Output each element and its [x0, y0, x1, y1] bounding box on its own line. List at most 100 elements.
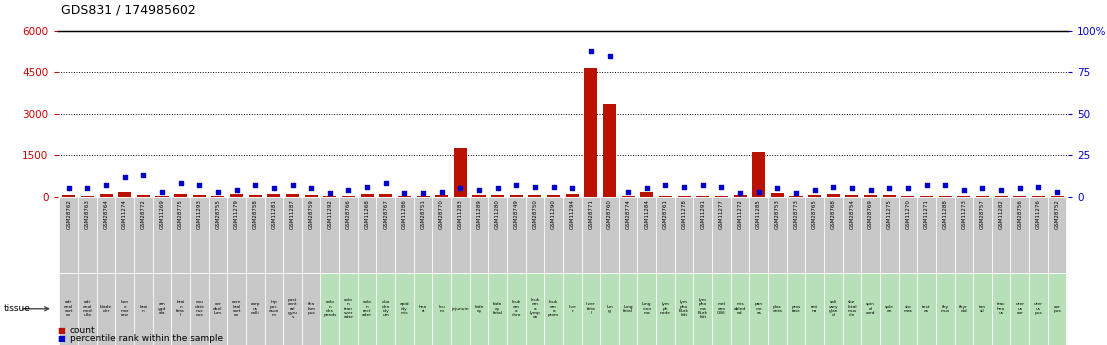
Text: kidn
ey: kidn ey — [474, 305, 484, 313]
Bar — [380, 194, 392, 197]
Bar — [882, 195, 896, 197]
Bar — [656, 273, 675, 345]
Text: GSM11277: GSM11277 — [718, 199, 724, 229]
Bar — [677, 196, 691, 197]
Text: jejunum: jejunum — [452, 307, 469, 311]
Point — [638, 186, 655, 191]
Text: GSM11288: GSM11288 — [943, 199, 948, 229]
Bar — [696, 196, 710, 197]
Text: brai
n: brai n — [139, 305, 147, 313]
Text: hip
poc
osun
m: hip poc osun m — [269, 300, 279, 317]
Bar — [992, 273, 1011, 345]
Bar — [81, 196, 94, 197]
Bar — [246, 197, 265, 273]
Point — [97, 182, 115, 188]
Bar — [675, 273, 693, 345]
Bar — [619, 197, 638, 273]
Text: lun
g: lun g — [607, 305, 613, 313]
Bar — [193, 195, 206, 197]
Text: GSM11282: GSM11282 — [999, 199, 1004, 229]
Text: plac
enta: plac enta — [773, 305, 783, 313]
Bar — [954, 197, 973, 273]
Bar — [768, 197, 787, 273]
Bar — [473, 195, 486, 197]
Bar — [414, 273, 433, 345]
Text: GSM28764: GSM28764 — [104, 199, 108, 229]
Text: GSM11269: GSM11269 — [159, 199, 165, 229]
Bar — [770, 193, 784, 197]
Text: GSM28761: GSM28761 — [663, 199, 668, 229]
Text: GSM28768: GSM28768 — [830, 199, 836, 229]
Text: GSM11294: GSM11294 — [570, 199, 575, 229]
Text: colo
n
rect
ader: colo n rect ader — [362, 300, 372, 317]
Bar — [768, 273, 787, 345]
Text: GSM11273: GSM11273 — [961, 199, 966, 229]
Bar — [230, 195, 244, 197]
Point — [376, 181, 394, 186]
Text: ton
sil: ton sil — [979, 305, 986, 313]
Point — [1011, 186, 1028, 191]
Bar — [227, 273, 246, 345]
Bar — [492, 195, 504, 197]
Point — [228, 187, 246, 193]
Bar — [846, 195, 858, 197]
Text: GSM11285: GSM11285 — [756, 199, 762, 229]
Bar — [174, 195, 187, 197]
Text: mel
ano
G36: mel ano G36 — [717, 303, 726, 315]
Bar — [842, 273, 861, 345]
Text: live
r: live r — [568, 305, 576, 313]
Bar — [861, 273, 880, 345]
Point — [1048, 189, 1066, 195]
Point — [414, 190, 432, 196]
Text: GSM28759: GSM28759 — [309, 199, 313, 229]
Point — [749, 189, 767, 195]
Bar — [302, 273, 321, 345]
Text: GSM28765: GSM28765 — [813, 199, 817, 229]
Point — [787, 190, 805, 196]
Point — [545, 184, 562, 189]
Text: post
cent
ral
gyru
s: post cent ral gyru s — [288, 298, 298, 319]
Bar — [469, 273, 488, 345]
Point — [452, 186, 469, 191]
Bar — [1013, 196, 1026, 197]
Bar — [172, 273, 190, 345]
Bar — [824, 197, 842, 273]
Text: GSM28763: GSM28763 — [85, 199, 90, 229]
Bar — [994, 196, 1007, 197]
Text: adr
enal
cort
ex: adr enal cort ex — [64, 300, 73, 317]
Bar — [958, 196, 971, 197]
Bar — [715, 196, 728, 197]
Bar — [342, 196, 355, 197]
Bar — [155, 196, 168, 197]
Point — [694, 182, 712, 188]
Text: lym
pho
ma
Burk
kitt: lym pho ma Burk kitt — [697, 298, 707, 319]
Bar — [562, 273, 581, 345]
Point — [470, 187, 488, 193]
Text: spin
al
cord: spin al cord — [866, 303, 876, 315]
Text: GSM11291: GSM11291 — [701, 199, 705, 229]
Text: lym
pho
Burk
kitt: lym pho Burk kitt — [679, 300, 690, 317]
Bar — [265, 197, 283, 273]
Bar — [507, 273, 526, 345]
Text: corp
us
calli: corp us calli — [250, 303, 260, 315]
Text: colo
n
tran
sver
ader: colo n tran sver ader — [343, 298, 353, 319]
Text: count: count — [70, 326, 95, 335]
Text: GSM28773: GSM28773 — [794, 199, 798, 229]
Text: cer
ebel
lum: cer ebel lum — [214, 303, 223, 315]
Text: leuk
em
a
chro: leuk em a chro — [511, 300, 521, 317]
Bar — [454, 148, 467, 197]
Bar — [603, 104, 617, 197]
Point — [283, 182, 301, 188]
Bar — [376, 197, 395, 273]
Text: bon
e
mar
row: bon e mar row — [121, 300, 128, 317]
Text: GSM11286: GSM11286 — [402, 199, 407, 229]
Text: GSM28769: GSM28769 — [868, 199, 873, 229]
Bar — [600, 197, 619, 273]
Point — [321, 190, 339, 196]
Text: thy
mus: thy mus — [941, 305, 950, 313]
Bar — [861, 197, 880, 273]
Point — [861, 187, 879, 193]
Bar — [249, 195, 261, 197]
Text: hea
rt: hea rt — [418, 305, 427, 313]
Text: cere
bral
cort
ex: cere bral cort ex — [231, 300, 241, 317]
